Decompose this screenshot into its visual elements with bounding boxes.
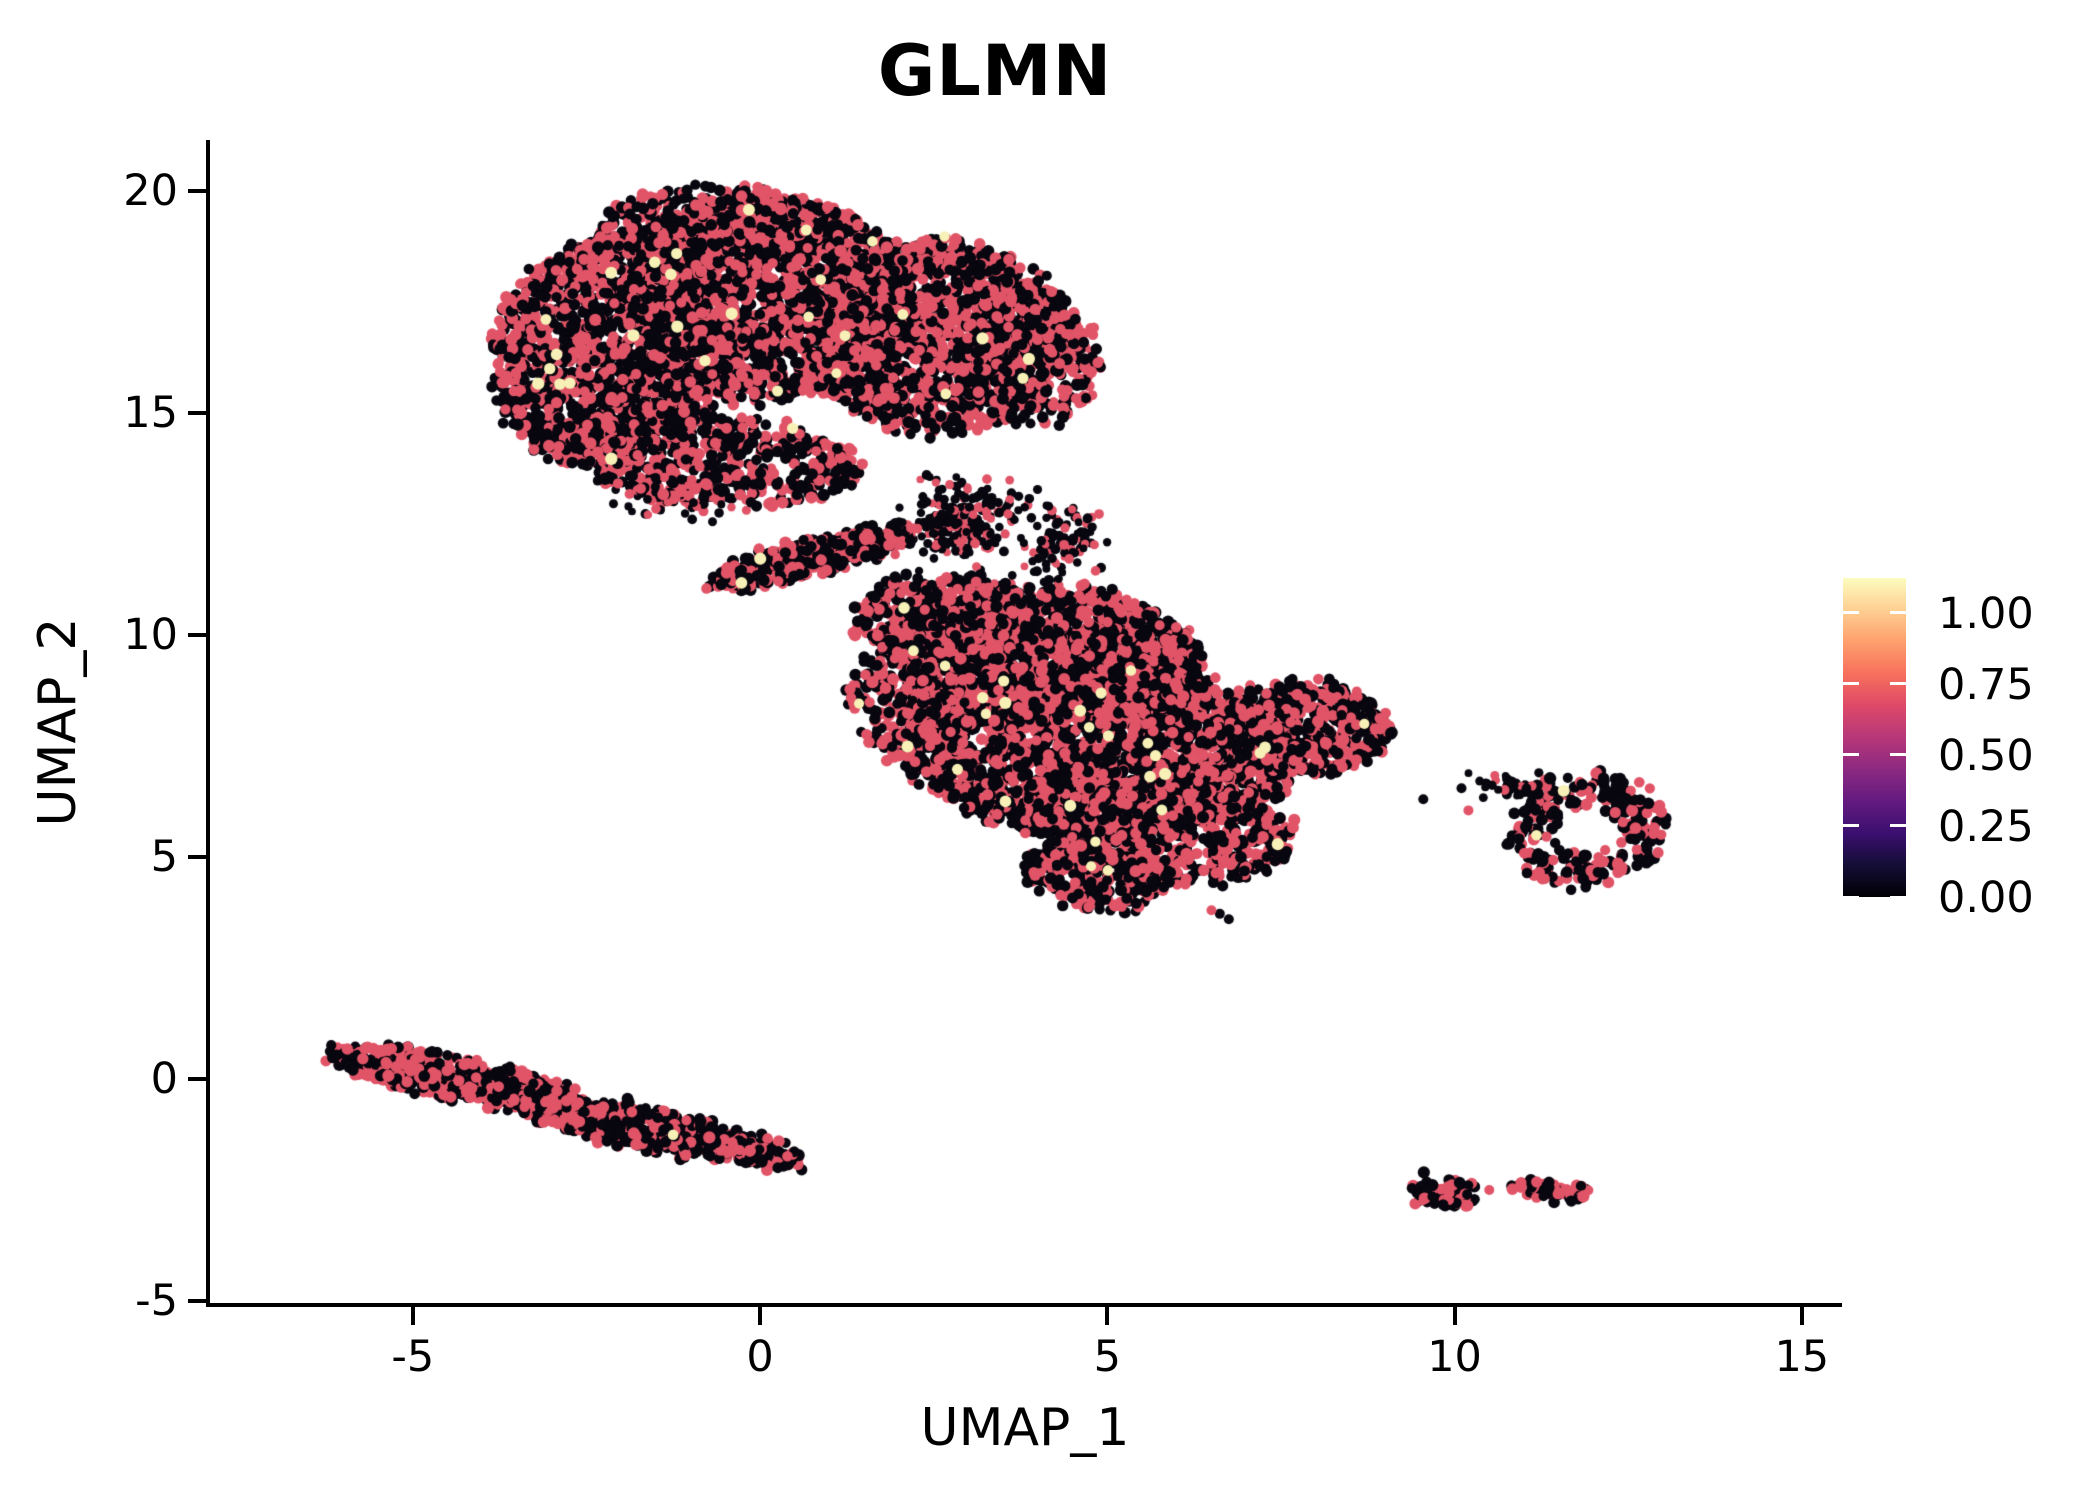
y-tick-mark <box>188 411 206 416</box>
colorbar-tick-notch <box>1890 611 1906 615</box>
x-axis-label: UMAP_1 <box>920 1398 1130 1458</box>
colorbar-tick-notch <box>1890 753 1906 757</box>
x-tick-mark <box>410 1307 415 1325</box>
y-tick-label: 20 <box>123 166 178 217</box>
x-tick-label: 15 <box>1774 1332 1830 1382</box>
y-tick-mark <box>188 189 206 194</box>
colorbar-gradient <box>1843 578 1906 897</box>
x-tick-label: 0 <box>746 1332 774 1382</box>
colorbar-tick-label: 1.00 <box>1938 588 2034 639</box>
plot-title: GLMN <box>877 30 1113 112</box>
colorbar-tick-notch <box>1843 824 1859 828</box>
colorbar-tick-notch <box>1890 682 1906 686</box>
colorbar-tick-notch <box>1843 895 1859 899</box>
colorbar-tick-label: 0.75 <box>1938 659 2034 710</box>
y-axis-line <box>206 140 210 1307</box>
x-tick-mark <box>1105 1307 1110 1325</box>
y-axis-label: UMAP_2 <box>28 617 88 827</box>
x-tick-label: 5 <box>1093 1332 1121 1382</box>
colorbar-tick-notch <box>1843 611 1859 615</box>
colorbar-tick-notch <box>1890 824 1906 828</box>
y-tick-label: -5 <box>135 1276 178 1326</box>
y-tick-label: 10 <box>123 610 178 661</box>
x-tick-mark <box>758 1307 763 1325</box>
colorbar-tick-notch <box>1843 753 1859 757</box>
y-tick-mark <box>188 1077 206 1081</box>
y-tick-mark <box>188 855 206 860</box>
colorbar-tick-label: 0.00 <box>1938 873 2034 923</box>
x-tick-mark <box>1799 1307 1804 1325</box>
x-axis-line <box>206 1303 1842 1307</box>
colorbar-tick-notch <box>1843 682 1859 686</box>
x-tick-mark <box>1452 1307 1457 1325</box>
x-tick-label: -5 <box>391 1332 435 1382</box>
colorbar-tick-label: 0.25 <box>1938 801 2034 852</box>
y-tick-mark <box>188 633 206 638</box>
y-tick-mark <box>188 1299 206 1303</box>
colorbar-tick-label: 0.50 <box>1938 730 2034 781</box>
x-tick-label: 10 <box>1427 1332 1482 1382</box>
y-tick-label: 0 <box>150 1054 178 1104</box>
y-tick-label: 5 <box>150 832 178 883</box>
y-tick-label: 15 <box>123 388 178 439</box>
colorbar-tick-notch <box>1890 895 1906 899</box>
